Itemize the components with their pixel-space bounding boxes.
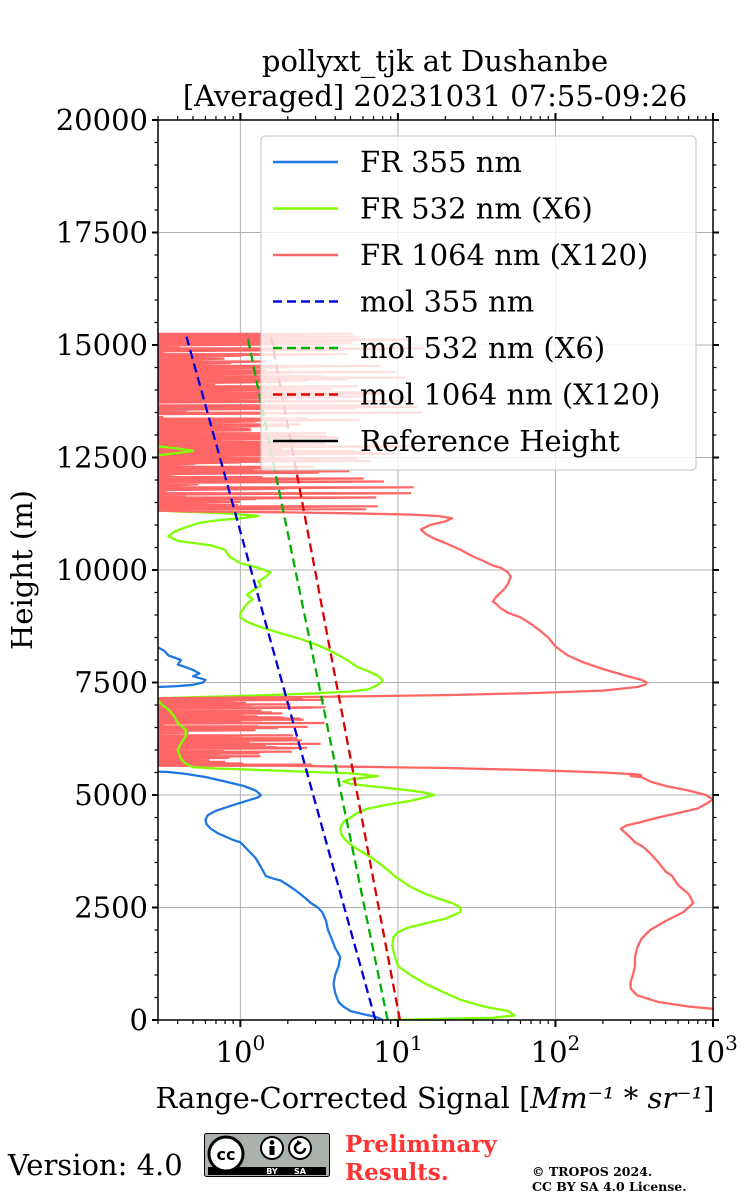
legend-label-3: mol 355 nm (360, 285, 534, 319)
copyright-line-2: CC BY SA 4.0 License. (532, 1179, 687, 1194)
preliminary-line-1: Preliminary (345, 1131, 497, 1158)
y-tick-label-5: 12500 (56, 441, 148, 475)
y-axis-label: Height (m) (5, 490, 39, 650)
series-line-7 (184, 333, 377, 1020)
sa-label: SA (294, 1167, 307, 1176)
version-label: Version: 4.0 (8, 1148, 183, 1182)
legend-label-6: Reference Height (360, 424, 620, 458)
preliminary-line-2: Results. (345, 1159, 449, 1186)
preliminary-notice: Preliminary Results. (345, 1131, 497, 1187)
y-tick-label-3: 7500 (74, 666, 148, 700)
y-tick-label-0: 0 (130, 1003, 148, 1037)
chart-title: pollyxt_tjk at Dushanbe (262, 44, 608, 79)
by-label: BY (266, 1167, 278, 1176)
series-line-4 (158, 445, 195, 457)
cc-by-sa-badge: cc BY SA (204, 1133, 330, 1177)
series-line-1 (158, 646, 207, 689)
legend: FR 355 nm FR 532 nm (X6) FR 1064 nm (X120)… (260, 135, 697, 471)
cc-icon-text: cc (217, 1145, 236, 1164)
series-line-5 (287, 764, 713, 1010)
x-axis-label: Range-Corrected Signal [Mm⁻¹ * sr⁻¹] (156, 1081, 715, 1115)
series-line-8 (245, 333, 389, 1020)
series-line-6 (158, 509, 648, 700)
sa-icon (288, 1136, 312, 1160)
x-tick-label-3: 103 (688, 1031, 738, 1069)
y-tick-label-8: 20000 (56, 103, 148, 137)
plot-frame (157, 119, 714, 1021)
x-tick-label-1: 101 (373, 1031, 423, 1069)
x-tick-label-0: 100 (216, 1031, 266, 1069)
legend-label-2: FR 1064 nm (X120) (360, 238, 648, 272)
series-fr-1064-noise-upper (158, 332, 425, 511)
chart-subtitle: [Averaged] 20231031 07:55-09:26 (183, 79, 687, 113)
series-line-3 (158, 509, 384, 700)
axis-ticks: 0 2500 5000 7500 10000 12500 15000 17500 20000 10… (56, 103, 738, 1069)
legend-label-4: mol 532 nm (X6) (360, 331, 605, 365)
y-tick-label-7: 17500 (56, 216, 148, 250)
legend-box (260, 135, 697, 471)
series-line-2 (158, 699, 516, 1020)
y-tick-label-2: 5000 (74, 778, 148, 812)
y-tick-label-1: 2500 (74, 891, 148, 925)
series-fr-1064-noise-lower (158, 697, 326, 767)
legend-label-1: FR 532 nm (X6) (360, 192, 593, 226)
x-tick-label-2: 102 (531, 1031, 581, 1069)
copyright-line-1: © TROPOS 2024. (532, 1164, 653, 1179)
y-tick-label-6: 15000 (56, 328, 148, 362)
legend-label-0: FR 355 nm (360, 145, 522, 179)
copyright-notice: © TROPOS 2024. CC BY SA 4.0 License. (532, 1164, 687, 1194)
cc-icon (207, 1135, 245, 1173)
legend-label-5: mol 1064 nm (X120) (360, 378, 661, 412)
y-tick-label-4: 10000 (56, 553, 148, 587)
series-line-0 (158, 770, 384, 1020)
